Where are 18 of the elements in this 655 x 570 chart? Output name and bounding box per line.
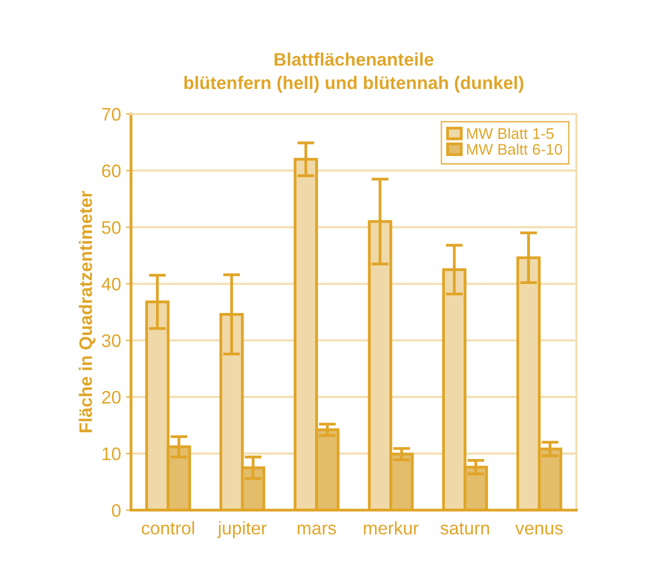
y-tick-label: 20 — [102, 390, 121, 404]
y-tick-label: 0 — [112, 504, 121, 517]
y-tick-label: 50 — [102, 221, 121, 234]
y-tick-label: 10 — [102, 447, 121, 460]
x-tick-label: jupiter — [217, 521, 267, 538]
y-tick-label: 30 — [102, 334, 121, 348]
y-tick-label: 70 — [102, 108, 121, 121]
legend-label: MW Baltt 6-10 — [467, 144, 562, 155]
chart-title: Blattflächenanteile blütenfern (hell) und blütennah (dunkel) — [184, 52, 524, 93]
y-axis-title: Fläche in Quadratzentimeter — [78, 190, 96, 432]
x-tick-label: merkur — [364, 521, 419, 535]
x-tick-label: venus — [515, 524, 563, 535]
y-tick-label: 40 — [102, 278, 121, 290]
x-tick-label: mars — [298, 524, 336, 535]
x-tick-label: saturn — [440, 522, 489, 535]
legend-label: MW Blatt 1-5 — [467, 128, 554, 139]
y-tick-label: 60 — [102, 164, 121, 178]
x-tick-label: control — [142, 521, 194, 535]
